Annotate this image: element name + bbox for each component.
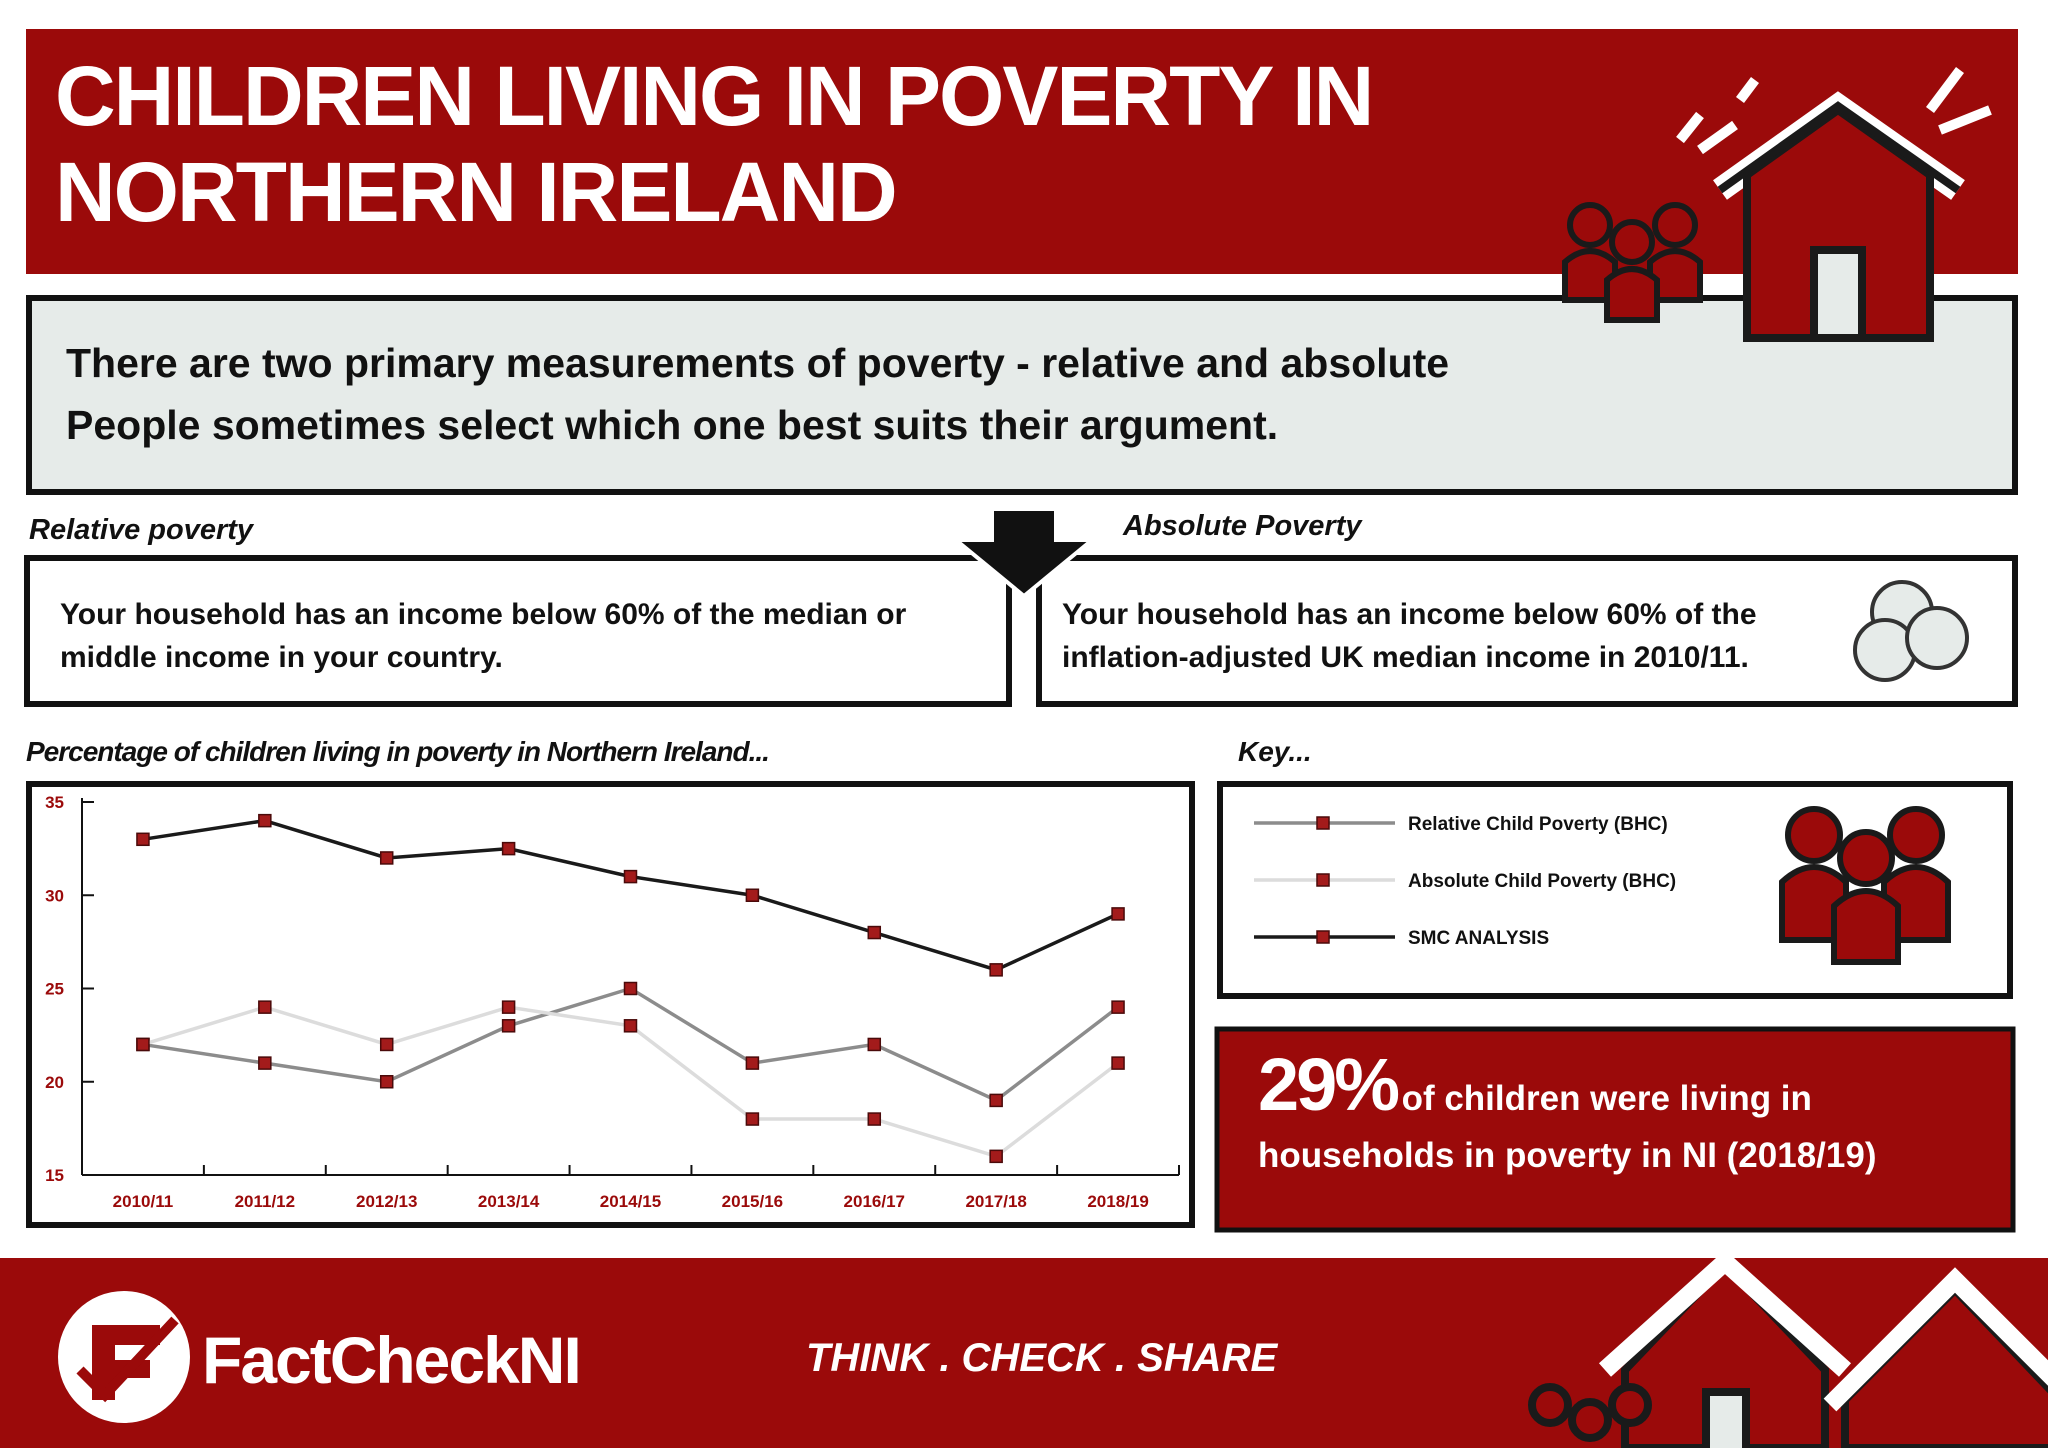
y-tick-label: 30	[45, 886, 64, 905]
x-tick-label: 2011/12	[235, 1192, 296, 1211]
marker	[501, 1019, 516, 1033]
marker	[623, 1019, 638, 1033]
intro-line: People sometimes select which one best s…	[66, 402, 1279, 448]
definition-heading: Absolute Poverty	[1123, 510, 1362, 542]
people-icon	[1779, 806, 1951, 965]
intro-box	[26, 295, 2018, 495]
marker	[258, 1056, 272, 1070]
marker	[1111, 1056, 1125, 1070]
marker	[501, 1000, 516, 1014]
chart-box	[26, 781, 1195, 1228]
tagline: THINK . CHECK . SHARE	[806, 1336, 1278, 1380]
x-tick-label: 2012/13	[356, 1192, 417, 1211]
house-icon	[1676, 67, 1992, 342]
marker	[258, 813, 272, 828]
marker	[379, 851, 394, 865]
marker	[1111, 1000, 1125, 1014]
marker	[745, 1112, 760, 1126]
houses-icon	[1528, 1249, 2048, 1448]
marker	[989, 1149, 1003, 1164]
x-tick-label: 2015/16	[722, 1192, 783, 1211]
marker	[623, 981, 638, 996]
logo-icon	[58, 1291, 190, 1423]
marker	[867, 1037, 882, 1052]
x-tick-label: 2013/14	[478, 1192, 540, 1211]
legend-title: Key...	[1238, 736, 1312, 767]
stat: 29% of children were living in household…	[1258, 1048, 1958, 1188]
x-tick-label: 2014/15	[600, 1192, 661, 1211]
definition-box	[24, 555, 1012, 707]
y-tick-label: 15	[45, 1166, 64, 1185]
page-title: CHILDREN LIVING IN POVERTY IN NORTHERN I…	[55, 49, 1374, 239]
marker	[867, 1112, 882, 1126]
legend-label: Absolute Child Poverty (BHC)	[1408, 871, 1676, 892]
x-tick-label: 2010/11	[113, 1192, 174, 1211]
y-tick-label: 20	[45, 1073, 64, 1092]
coins-icon	[1853, 580, 1969, 682]
legend-marker	[1316, 930, 1330, 944]
marker	[867, 925, 882, 940]
legend-label: Relative Child Poverty (BHC)	[1408, 814, 1668, 835]
definition-heading: Relative poverty	[29, 514, 254, 546]
chart-title: Percentage of children living in poverty…	[26, 736, 770, 767]
marker	[1111, 907, 1125, 921]
stat-value: 29%	[1258, 1043, 1400, 1126]
y-tick-label: 25	[45, 980, 64, 999]
marker	[379, 1075, 394, 1089]
arrow-icon	[950, 507, 1098, 599]
people-icon	[1562, 202, 1703, 323]
marker	[136, 1037, 150, 1052]
marker	[989, 1093, 1003, 1108]
marker	[136, 832, 150, 847]
legend-label: SMC ANALYSIS	[1408, 928, 1549, 949]
marker	[501, 841, 516, 856]
x-tick-label: 2018/19	[1087, 1192, 1148, 1211]
marker	[745, 1056, 760, 1070]
x-tick-label: 2016/17	[844, 1192, 905, 1211]
marker	[379, 1037, 394, 1052]
marker	[989, 963, 1003, 977]
definition-text: Your household has an income below 60% o…	[60, 598, 907, 674]
marker	[623, 869, 638, 884]
intro-line: There are two primary measurements of po…	[66, 340, 1450, 386]
x-tick-label: 2017/18	[965, 1192, 1026, 1211]
y-tick-label: 35	[45, 793, 64, 812]
definition-box	[1036, 555, 2018, 707]
marker	[258, 1000, 272, 1014]
definition-text: Your household has an income below 60% o…	[1062, 598, 1757, 674]
legend-marker	[1316, 816, 1330, 830]
legend-marker	[1316, 873, 1330, 887]
stat-box	[1214, 1026, 2016, 1233]
stat-text: of children were living in households in…	[1258, 1079, 1877, 1175]
brand: FactCheckNI	[202, 1323, 582, 1397]
marker	[745, 888, 760, 902]
